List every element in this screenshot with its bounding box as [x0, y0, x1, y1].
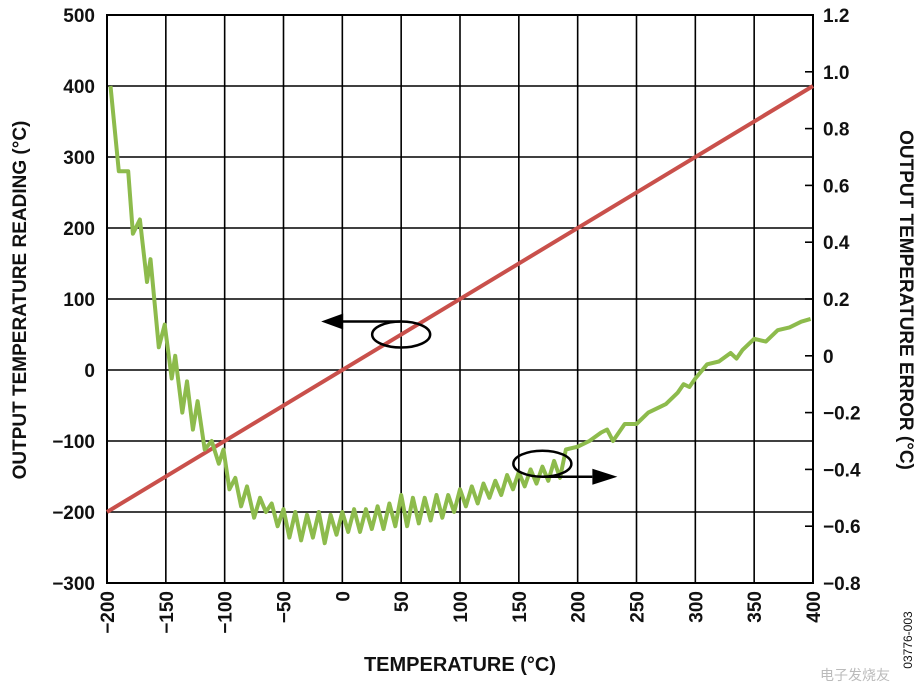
y-right-tick-label: −0.2: [823, 404, 861, 425]
y-left-tick-label: −200: [52, 503, 95, 524]
y-right-tick-label: 0.4: [823, 233, 850, 254]
y-left-tick-label: 300: [63, 148, 95, 169]
x-tick-label: 400: [804, 591, 825, 623]
series-reading-line: [105, 84, 815, 514]
x-tick-label: 300: [686, 591, 707, 623]
x-tick-label: −50: [275, 591, 296, 623]
x-axis-label: TEMPERATURE (°C): [364, 654, 556, 676]
watermark-logo: 电子发烧友: [820, 667, 890, 683]
x-tick-label: 50: [392, 591, 413, 612]
y-right-tick-label: −0.4: [823, 460, 861, 481]
x-tick-label: 350: [745, 591, 766, 623]
x-tick-label: −150: [157, 591, 178, 634]
series-layer: [105, 84, 815, 546]
x-tick-label: 100: [451, 591, 472, 623]
y-left-tick-label: 100: [63, 290, 95, 311]
y-left-tick-label: −300: [52, 574, 95, 595]
y-left-tick-label: −100: [52, 432, 95, 453]
y-right-tick-label: 0: [823, 347, 834, 368]
y-left-tick-label: 200: [63, 219, 95, 240]
arrow-left-icon: [321, 313, 344, 330]
x-tick-label: 250: [628, 591, 649, 623]
y-axis-right-label: OUTPUT TEMPERATURE ERROR (°C): [895, 130, 916, 470]
y-right-tick-label: −0.6: [823, 517, 861, 538]
y-axis-left-label: OUTPUT TEMPERATURE READING (°C): [10, 121, 31, 480]
y-right-tick-label: 0.6: [823, 176, 849, 197]
y-right-tick-label: 0.8: [823, 120, 849, 141]
plot-frame: [106, 14, 814, 584]
y-right-tick-label: 1.2: [823, 6, 849, 27]
x-tick-label: −200: [98, 591, 119, 634]
arrow-right-icon: [592, 468, 618, 485]
y-right-tick-label: −0.8: [823, 574, 861, 595]
y-left-tick-label: 500: [63, 6, 95, 27]
y-right-tick-label: 0.2: [823, 290, 849, 311]
tick-labels: −200 −150 −100 −50 0 50 100 150 200 250 300 350 400 5…: [52, 6, 861, 634]
figure-id: 03776-003: [901, 611, 915, 669]
series-error-line: [108, 85, 812, 546]
x-tick-label: −100: [216, 591, 237, 634]
x-tick-label: 150: [510, 591, 531, 623]
y-left-tick-label: 400: [63, 77, 95, 98]
y-left-tick-label: 0: [84, 361, 95, 382]
x-tick-label: 200: [569, 591, 590, 623]
annotations: [321, 313, 618, 485]
x-tick-label: 0: [333, 591, 354, 602]
y-right-tick-label: 1.0: [823, 63, 849, 84]
